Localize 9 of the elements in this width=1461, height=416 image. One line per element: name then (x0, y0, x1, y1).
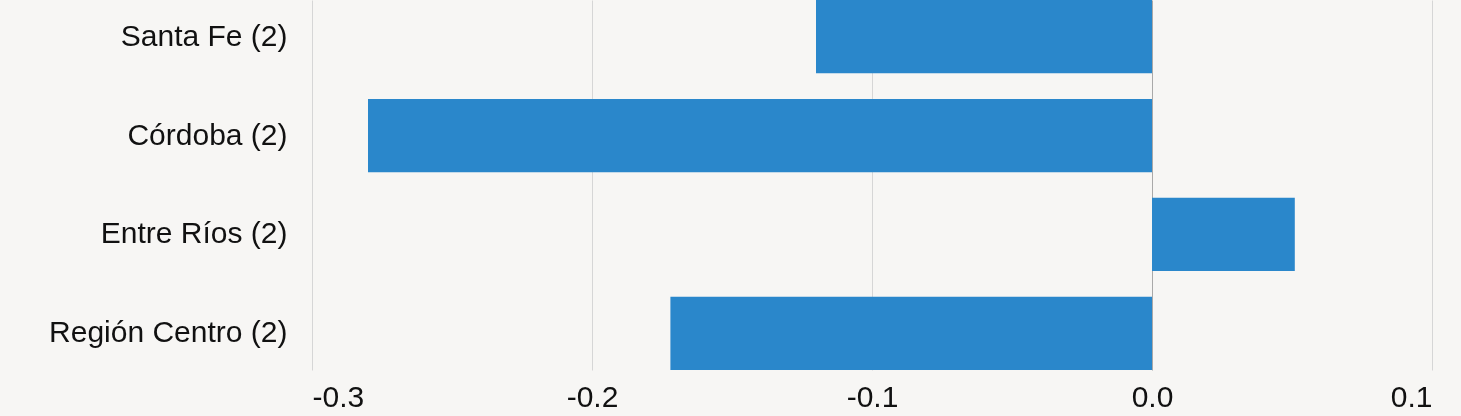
x-tick-label: -0.2 (566, 379, 619, 413)
x-tick-label: 0.1 (1390, 379, 1433, 413)
y-tick-label: Región Centro (2) (49, 315, 288, 349)
x-tick-label: -0.1 (846, 379, 899, 413)
x-tick-label: 0.0 (1131, 379, 1174, 413)
y-tick-label: Entre Ríos (2) (100, 216, 288, 250)
y-tick-label: Córdoba (2) (127, 117, 288, 151)
y-tick-label: Santa Fe (2) (120, 18, 288, 52)
x-tick-label: -0.3 (312, 379, 365, 413)
